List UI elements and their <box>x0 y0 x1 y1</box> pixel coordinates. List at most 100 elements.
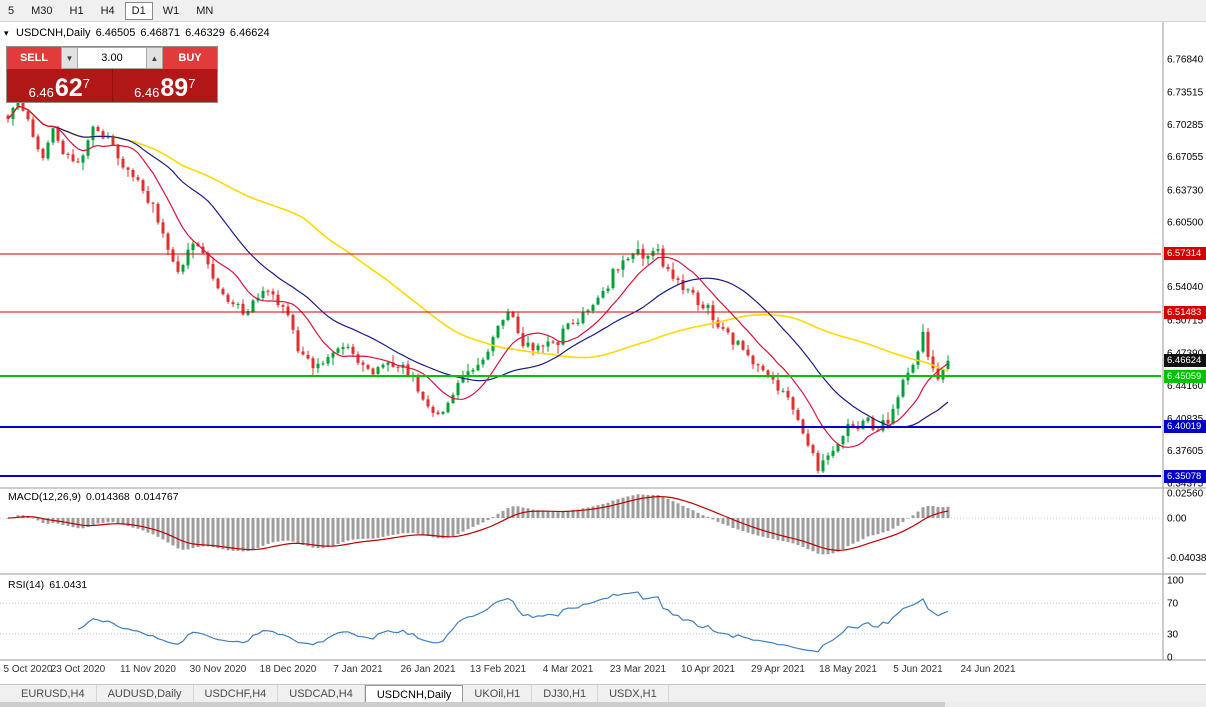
svg-text:30 Nov 2020: 30 Nov 2020 <box>190 664 247 675</box>
svg-text:6.63730: 6.63730 <box>1167 185 1204 196</box>
svg-text:4 Mar 2021: 4 Mar 2021 <box>543 664 594 675</box>
svg-text:10 Apr 2021: 10 Apr 2021 <box>681 664 735 675</box>
buy-price-display[interactable]: 6.46 89 7 <box>113 69 218 102</box>
buy-price-main: 89 <box>160 74 189 102</box>
timeframe-button-h4[interactable]: H4 <box>100 4 115 17</box>
one-click-trading-panel: SELL ▼ 3.00 ▲ BUY 6.46 62 7 6.46 89 7 <box>6 46 218 103</box>
price-line-badge: 6.40019 <box>1164 420 1206 434</box>
chevron-up-icon: ▲ <box>150 53 159 63</box>
macd-value-1: 0.014368 <box>85 491 130 503</box>
timeframe-button-m30[interactable]: M30 <box>31 4 53 17</box>
rsi-value: 61.0431 <box>49 579 88 591</box>
macd-indicator-label: MACD(12,26,9) 0.014368 0.014767 <box>8 491 184 503</box>
svg-text:6.40835: 6.40835 <box>1167 414 1204 425</box>
buy-price-pip: 7 <box>188 76 196 91</box>
horizontal-lines[interactable] <box>0 253 1161 477</box>
tab-usdcnh-daily[interactable]: USDCNH,Daily <box>364 685 464 702</box>
svg-text:-0.04038: -0.04038 <box>1167 553 1206 564</box>
svg-text:13 Feb 2021: 13 Feb 2021 <box>470 664 527 675</box>
tab-audusd-daily[interactable]: AUDUSD,Daily <box>97 685 194 702</box>
svg-text:0: 0 <box>1167 653 1173 664</box>
trade-prices-row: 6.46 62 7 6.46 89 7 <box>7 69 217 102</box>
chevron-down-icon: ▼ <box>65 53 74 63</box>
sell-price-main: 62 <box>54 74 83 102</box>
svg-text:0.02560: 0.02560 <box>1167 489 1204 500</box>
svg-text:5 Jun 2021: 5 Jun 2021 <box>893 664 943 675</box>
svg-text:6.50715: 6.50715 <box>1167 315 1204 326</box>
svg-text:6.70285: 6.70285 <box>1167 120 1204 131</box>
horizontal-scrollbar-thumb[interactable] <box>0 702 945 707</box>
svg-text:11 Nov 2020: 11 Nov 2020 <box>120 664 176 675</box>
timeframe-toolbar: 5 M30 H1 H4 D1 W1 MN <box>0 0 1206 22</box>
price-line-badge: 6.45059 <box>1164 369 1206 383</box>
svg-text:24 Jun 2021: 24 Jun 2021 <box>960 664 1015 675</box>
price-divider <box>111 69 113 102</box>
svg-text:18 Dec 2020: 18 Dec 2020 <box>260 664 317 675</box>
svg-text:0.00: 0.00 <box>1167 514 1187 525</box>
rsi-indicator-label: RSI(14) 61.0431 <box>8 579 92 591</box>
tab-usdchf-h4[interactable]: USDCHF,H4 <box>194 685 279 702</box>
volume-stepper-button[interactable]: ▲ <box>146 47 163 69</box>
svg-text:6.73515: 6.73515 <box>1167 88 1204 99</box>
timeframe-button-d1[interactable]: D1 <box>124 1 153 20</box>
tab-ukoil-h1[interactable]: UKOil,H1 <box>463 685 533 702</box>
trade-controls-row: SELL ▼ 3.00 ▲ BUY <box>7 47 217 69</box>
timeframe-button-5[interactable]: 5 <box>8 4 15 17</box>
svg-text:7 Jan 2021: 7 Jan 2021 <box>333 664 383 675</box>
svg-text:23 Oct 2020: 23 Oct 2020 <box>51 664 106 675</box>
volume-dropdown-button[interactable]: ▼ <box>61 47 78 69</box>
chart-canvas[interactable]: 6.76840 6.73515 6.70285 6.67055 6.63730 6.605… <box>0 22 1206 684</box>
svg-text:23 Mar 2021: 23 Mar 2021 <box>610 664 667 675</box>
tab-usdx-h1[interactable]: USDX,H1 <box>598 685 669 702</box>
price-chart-svg: 6.76840 6.73515 6.70285 6.67055 6.63730 6.605… <box>0 22 1206 675</box>
horizontal-scrollbar[interactable] <box>0 702 1206 707</box>
svg-text:6.67055: 6.67055 <box>1167 152 1204 163</box>
macd-pane: 0.02560 0.00 -0.04038 <box>0 489 1206 564</box>
rsi-name: RSI(14) <box>8 579 45 591</box>
svg-text:29 Apr 2021: 29 Apr 2021 <box>751 664 805 675</box>
ohlc-close: 6.46624 <box>229 27 270 39</box>
svg-text:6.37605: 6.37605 <box>1167 446 1204 457</box>
ohlc-high: 6.46871 <box>140 27 181 39</box>
one-click-collapse-icon[interactable]: ▾ <box>4 28 9 38</box>
svg-text:6.76840: 6.76840 <box>1167 55 1204 66</box>
svg-text:70: 70 <box>1167 599 1179 610</box>
chart-tab-bar: EURUSD,H4 AUDUSD,Daily USDCHF,H4 USDCAD,H4 U… <box>0 684 1206 702</box>
svg-text:6.47390: 6.47390 <box>1167 349 1204 360</box>
sell-price-pip: 7 <box>82 76 90 91</box>
sell-price-display[interactable]: 6.46 62 7 <box>7 69 112 102</box>
timeframe-button-mn[interactable]: MN <box>196 4 214 17</box>
tab-usdcad-h4[interactable]: USDCAD,H4 <box>278 685 365 702</box>
svg-text:26 Jan 2021: 26 Jan 2021 <box>400 664 455 675</box>
svg-text:30: 30 <box>1167 629 1179 640</box>
svg-text:18 May 2021: 18 May 2021 <box>819 664 877 675</box>
sell-price-prefix: 6.46 <box>28 85 54 100</box>
macd-value-2: 0.014767 <box>134 491 179 503</box>
price-line-badge: 6.51483 <box>1164 305 1206 319</box>
svg-text:6.34375: 6.34375 <box>1167 479 1204 490</box>
volume-input[interactable]: 3.00 <box>78 47 146 69</box>
symbol-period-label: USDCNH,Daily <box>16 27 91 39</box>
buy-price-prefix: 6.46 <box>134 85 160 100</box>
timeframe-button-w1[interactable]: W1 <box>162 4 180 17</box>
svg-text:5 Oct 2020: 5 Oct 2020 <box>4 664 53 675</box>
svg-text:6.44160: 6.44160 <box>1167 381 1204 392</box>
price-axis: 6.76840 6.73515 6.70285 6.67055 6.63730 6.605… <box>1167 55 1204 490</box>
buy-button[interactable]: BUY <box>163 47 217 69</box>
candlesticks <box>6 90 950 474</box>
current-price-badge: 6.46624 <box>1164 354 1206 368</box>
tab-dj30-h1[interactable]: DJ30,H1 <box>532 685 599 702</box>
svg-text:6.60500: 6.60500 <box>1167 218 1204 229</box>
rsi-pane: 100 70 30 0 <box>0 576 1184 664</box>
tab-eurusd-h4[interactable]: EURUSD,H4 <box>10 685 97 702</box>
moving-average-lines <box>7 105 949 448</box>
price-line-badge: 6.57314 <box>1164 247 1206 261</box>
ohlc-open: 6.46505 <box>95 27 136 39</box>
price-line-badge: 6.35078 <box>1164 469 1206 483</box>
ohlc-low: 6.46329 <box>185 27 225 39</box>
macd-name: MACD(12,26,9) <box>8 491 81 503</box>
svg-text:100: 100 <box>1167 576 1184 587</box>
sell-button[interactable]: SELL <box>7 47 61 69</box>
timeframe-button-h1[interactable]: H1 <box>69 4 84 17</box>
